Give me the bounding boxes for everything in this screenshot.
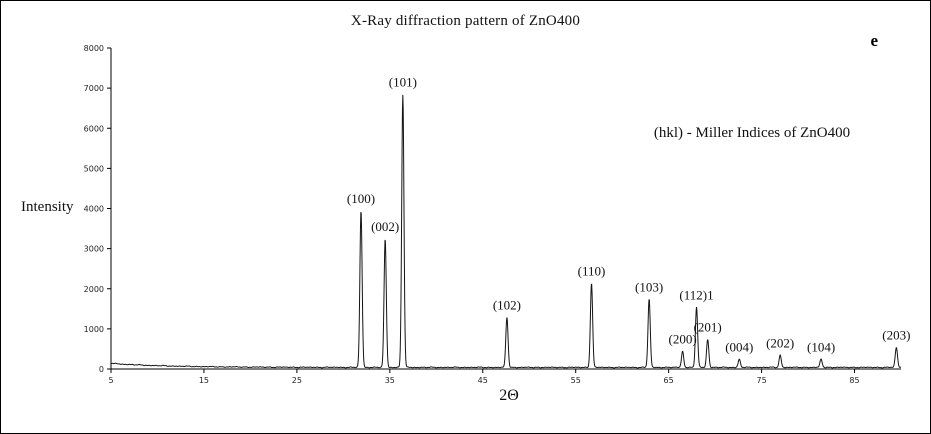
peak-label: (102) xyxy=(493,297,521,312)
x-tick-label: 85 xyxy=(849,376,859,385)
y-tick-label: 7000 xyxy=(84,84,104,93)
peak-label: (101) xyxy=(389,75,417,90)
peak-label: (104) xyxy=(807,340,835,355)
y-tick-label: 2000 xyxy=(84,285,104,294)
y-tick-label: 3000 xyxy=(84,245,104,254)
x-axis-label: 2Θ xyxy=(499,387,519,404)
x-tick-label: 15 xyxy=(199,376,209,385)
y-tick-label: 0 xyxy=(99,365,104,374)
peak-label: (112)1 xyxy=(679,287,713,302)
y-tick-label: 6000 xyxy=(84,124,104,133)
x-tick-label: 55 xyxy=(571,376,581,385)
y-tick-label: 5000 xyxy=(84,164,104,173)
x-tick-label: 65 xyxy=(664,376,674,385)
figure-panel-label: e xyxy=(870,31,878,50)
xrd-trace xyxy=(110,94,902,369)
x-tick-label: 5 xyxy=(108,376,113,385)
y-tick-label: 4000 xyxy=(84,205,104,214)
x-tick-label: 75 xyxy=(756,376,766,385)
x-tick-label: 45 xyxy=(478,376,488,385)
peak-label: (100) xyxy=(347,191,375,206)
peak-label: (002) xyxy=(371,219,399,234)
x-tick-label: 25 xyxy=(292,376,302,385)
x-tick-label: 35 xyxy=(385,376,395,385)
peak-label: (110) xyxy=(578,263,606,278)
peak-label: (200) xyxy=(669,332,697,347)
peak-label: (202) xyxy=(766,336,794,351)
peak-label: (203) xyxy=(882,328,910,343)
y-tick-label: 8000 xyxy=(84,44,104,53)
y-tick-label: 1000 xyxy=(84,325,104,334)
peak-label: (103) xyxy=(635,279,663,294)
chart-title: X-Ray diffraction pattern of ZnO400 xyxy=(350,13,581,29)
peak-label: (004) xyxy=(725,340,753,355)
peak-label: (201) xyxy=(694,320,722,335)
miller-indices-annotation: (hkl) - Miller Indices of ZnO400 xyxy=(653,125,851,141)
y-axis-label: Intensity xyxy=(21,199,74,215)
